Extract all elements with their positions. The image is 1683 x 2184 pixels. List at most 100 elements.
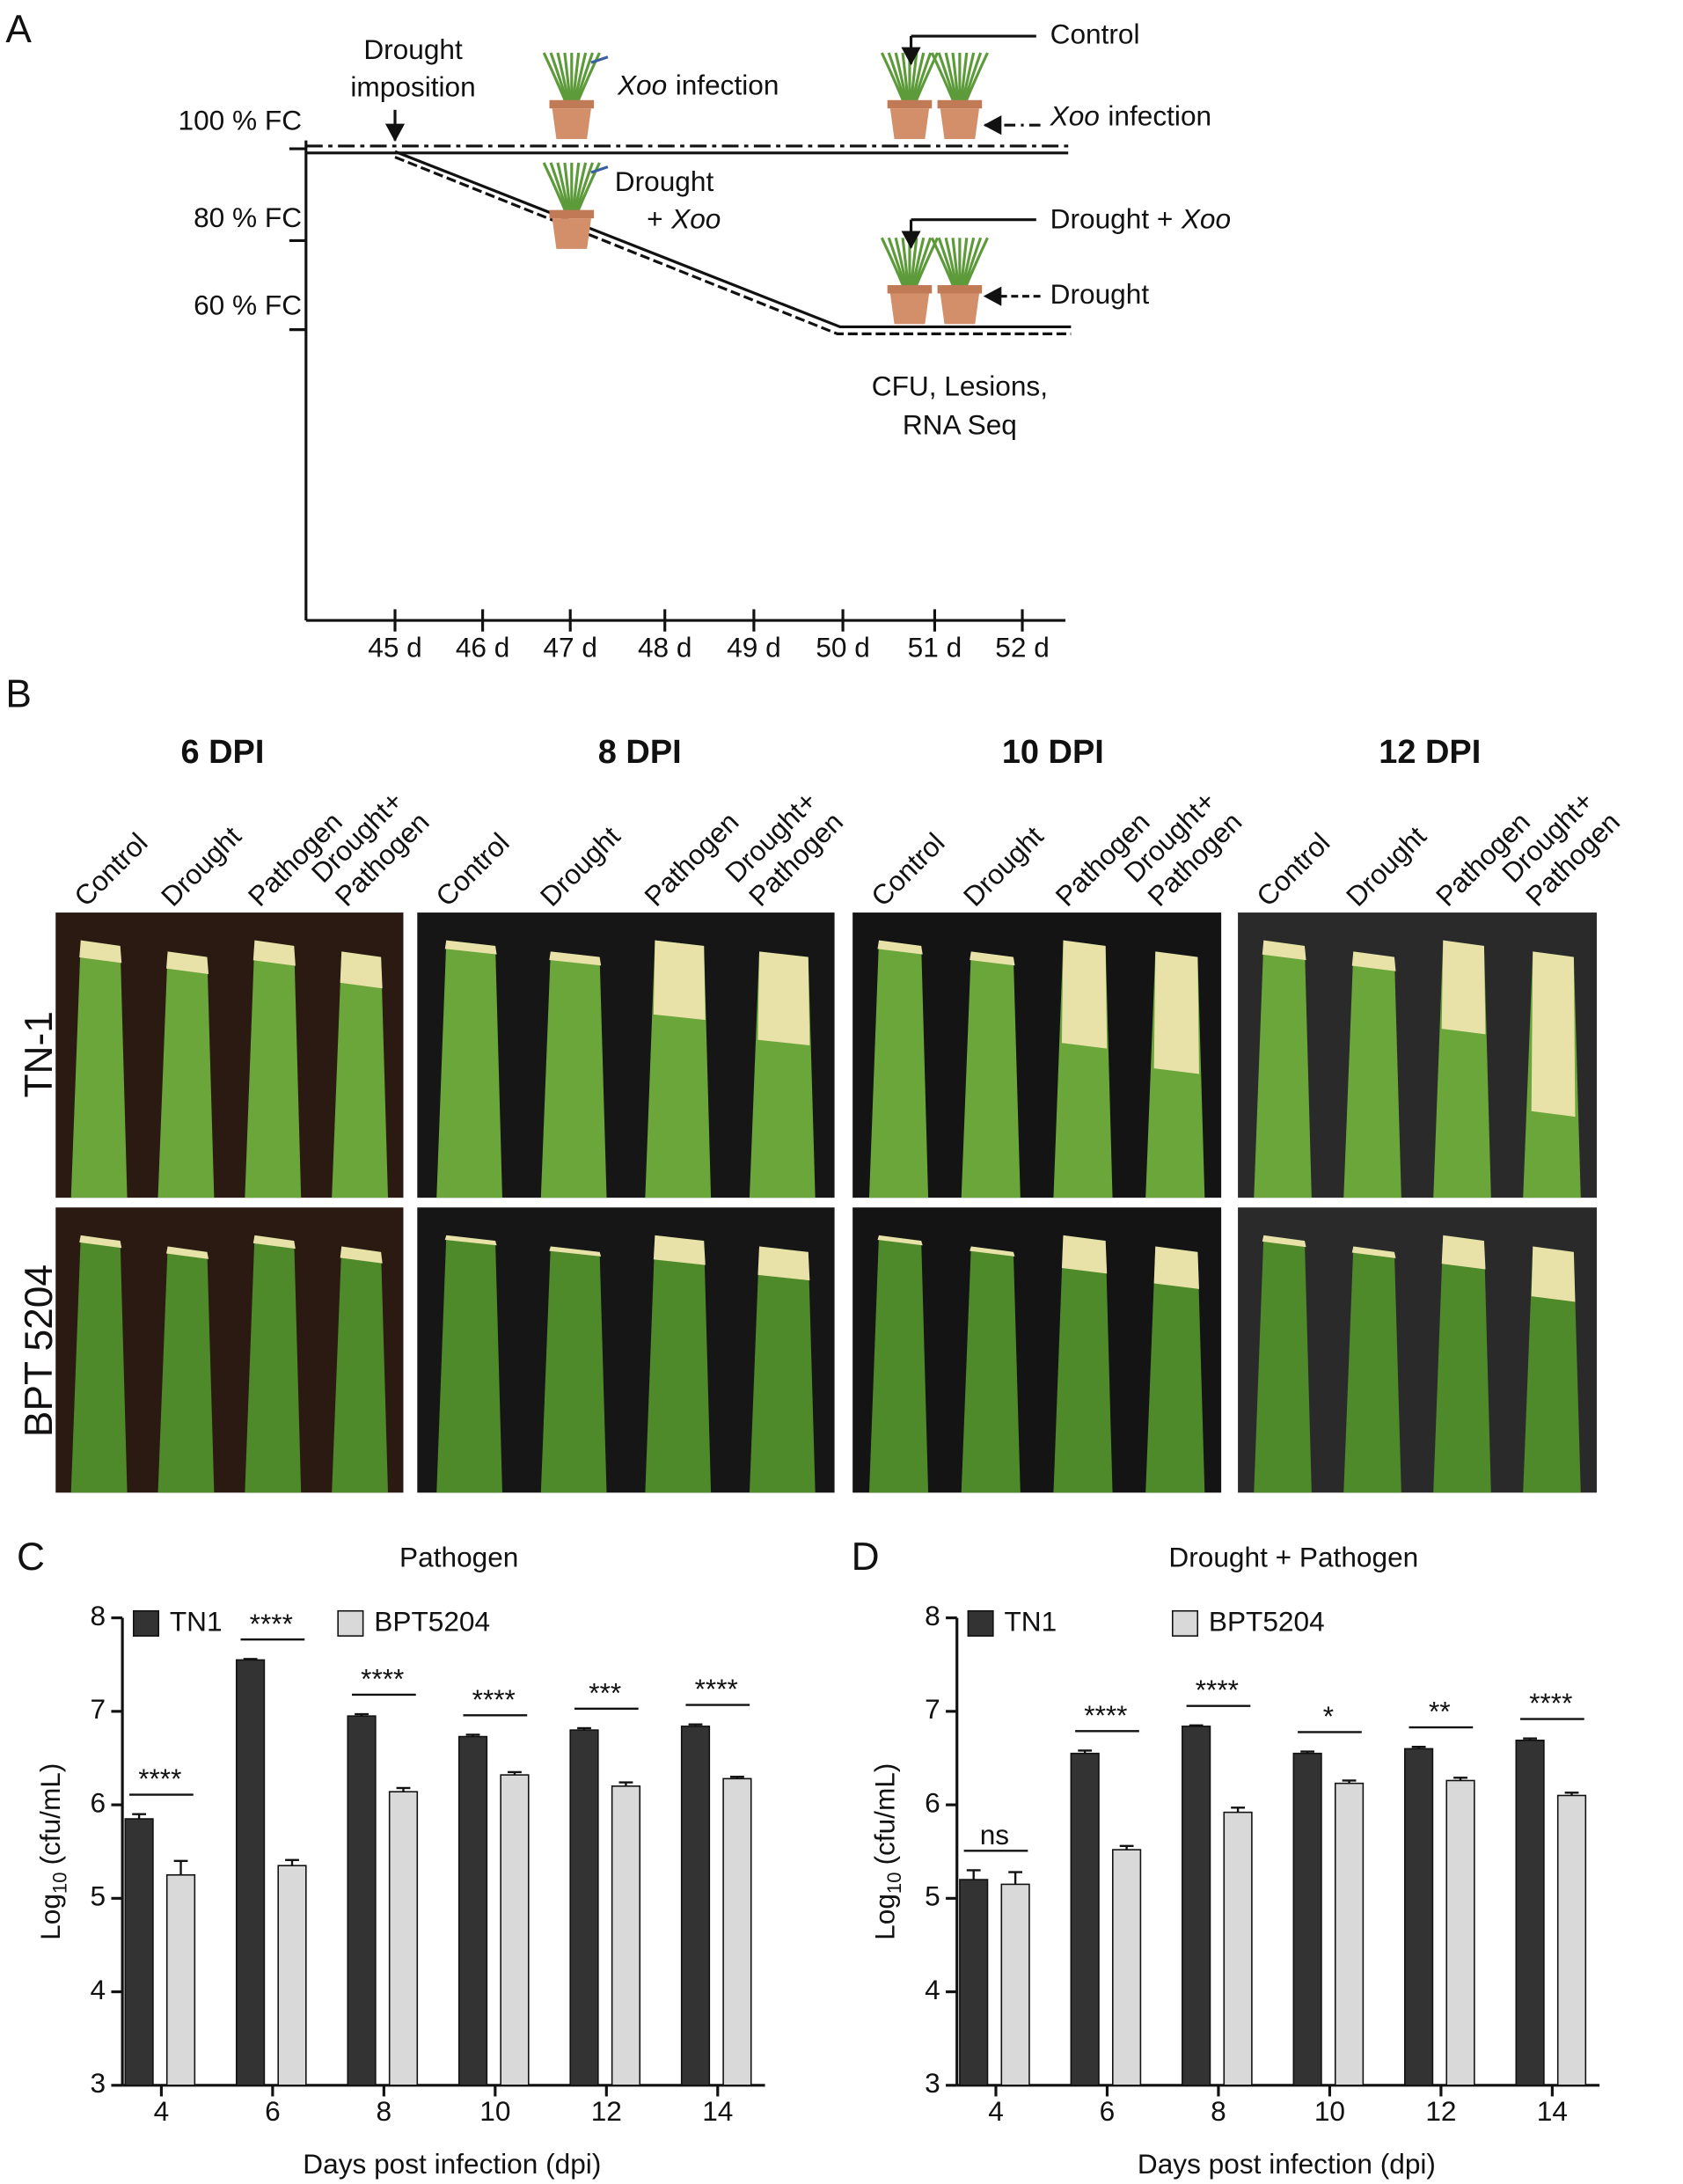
x-tick-label: 49 d <box>727 632 781 663</box>
condition-text: Drought <box>155 820 247 912</box>
annotation: imposition <box>350 70 475 102</box>
legend-label: Xoo infection <box>1050 100 1211 132</box>
x-tick-label: 48 d <box>638 632 692 663</box>
annotation: Drought <box>363 33 463 65</box>
bar <box>1182 1726 1211 2086</box>
text-part: infection <box>1108 100 1211 132</box>
syringe <box>590 55 609 64</box>
x-tick-label: 51 d <box>908 632 962 663</box>
bar <box>611 1785 641 2086</box>
bar <box>1223 1811 1253 2086</box>
leaf-lesion <box>166 1246 209 1259</box>
significance-label: **** <box>1529 1687 1572 1719</box>
text-part: Xoo <box>670 203 721 235</box>
y-tick-label: 6 <box>925 1786 940 1818</box>
grass-blade <box>880 52 906 104</box>
condition-label: Drought+Pathogen <box>1496 785 1626 912</box>
bar <box>569 1729 599 2086</box>
legend-label: Drought <box>1050 278 1150 310</box>
condition-label: Drought <box>155 820 247 912</box>
drought-xoo-line <box>394 156 1072 335</box>
condition-label: Control <box>429 826 516 912</box>
x-tick-label: 14 <box>1537 2095 1568 2127</box>
leaf <box>1433 1235 1491 1493</box>
leaf-lesion <box>444 940 497 955</box>
leaf <box>436 940 502 1198</box>
grass-blade <box>951 238 960 289</box>
bar <box>1292 1752 1322 2086</box>
y-tick-label: 3 <box>91 2067 106 2099</box>
pot-rim <box>887 285 933 294</box>
pot-body <box>889 108 930 140</box>
leaf-lesion <box>757 1246 810 1281</box>
legend-label: TN1 <box>170 1605 223 1637</box>
x-tick-label: 10 <box>479 2095 510 2127</box>
y-tick-label: 7 <box>925 1693 940 1725</box>
bar <box>1112 1849 1142 2086</box>
grass-blade <box>930 52 956 104</box>
annotation: Xoo infection <box>617 70 779 101</box>
legend-swatch <box>967 1609 994 1637</box>
leaf-lesion <box>444 1235 497 1246</box>
text-part: + <box>647 203 662 235</box>
leaf <box>868 1235 929 1493</box>
grass-blade <box>556 52 571 104</box>
bar <box>1334 1782 1365 2086</box>
leaf-lesion <box>1153 951 1199 1074</box>
bar <box>959 1879 989 2086</box>
grass-blade <box>962 52 983 104</box>
text-part: Log <box>869 1894 901 1940</box>
condition-text: Control <box>865 826 951 912</box>
leaf <box>436 1235 502 1493</box>
x-tick-label: 10 <box>1314 2095 1345 2127</box>
grass-blade <box>549 52 569 104</box>
leaf <box>70 1235 128 1493</box>
plant-pot <box>930 52 989 140</box>
condition-label: Drought <box>534 820 626 912</box>
y-tick-label: 4 <box>925 1974 940 2005</box>
plant-pot <box>930 237 989 325</box>
leaf <box>1343 951 1401 1198</box>
bar <box>1556 1794 1587 2086</box>
chart-title: Drought + Pathogen <box>1168 1542 1418 1573</box>
leaf-lesion <box>1531 1246 1576 1302</box>
significance-label: **** <box>250 1608 293 1639</box>
leaf-lesion <box>1351 1246 1396 1258</box>
leaf-lesion <box>79 1235 122 1249</box>
significance-label: **** <box>472 1683 516 1715</box>
grass-blade <box>963 237 989 289</box>
grass-blade <box>894 52 909 104</box>
y-tick-label: 3 <box>925 2067 940 2099</box>
x-tick-label: 45 d <box>368 632 422 663</box>
grass-blade <box>913 52 940 104</box>
condition-label: Control <box>68 826 154 912</box>
grass-blade <box>963 52 989 104</box>
significance-label: **** <box>695 1673 738 1704</box>
significance-label: **** <box>1084 1699 1127 1731</box>
leaf <box>1145 1246 1205 1493</box>
leaf <box>961 951 1021 1198</box>
condition-text: Drought <box>534 820 626 912</box>
legend-swatch <box>1171 1609 1199 1637</box>
y-tick-label: 6 <box>91 1786 106 1818</box>
significance-label: **** <box>361 1662 404 1694</box>
pot-body <box>552 108 591 140</box>
time-point-label: 12 DPI <box>1379 734 1481 771</box>
bar <box>1404 1748 1434 2086</box>
grass-blade <box>573 52 588 104</box>
leaf-lesion <box>1531 951 1576 1118</box>
significance-label: *** <box>589 1676 621 1708</box>
leaf <box>645 1235 712 1493</box>
x-tick-label: 14 <box>702 2095 733 2127</box>
y-axis-label: Log10 (cfu/mL) <box>869 1763 905 1940</box>
panel-label: D <box>852 1535 880 1579</box>
grass-blade <box>944 237 959 289</box>
legend-swatch <box>132 1609 160 1637</box>
grass-blade <box>556 162 571 214</box>
grass-blade <box>563 162 572 213</box>
grass-blade <box>912 52 933 104</box>
legend-swatch <box>337 1609 364 1637</box>
leaf-lesion <box>1061 1235 1108 1274</box>
bar <box>680 1726 711 2086</box>
grass-blade <box>575 162 601 214</box>
